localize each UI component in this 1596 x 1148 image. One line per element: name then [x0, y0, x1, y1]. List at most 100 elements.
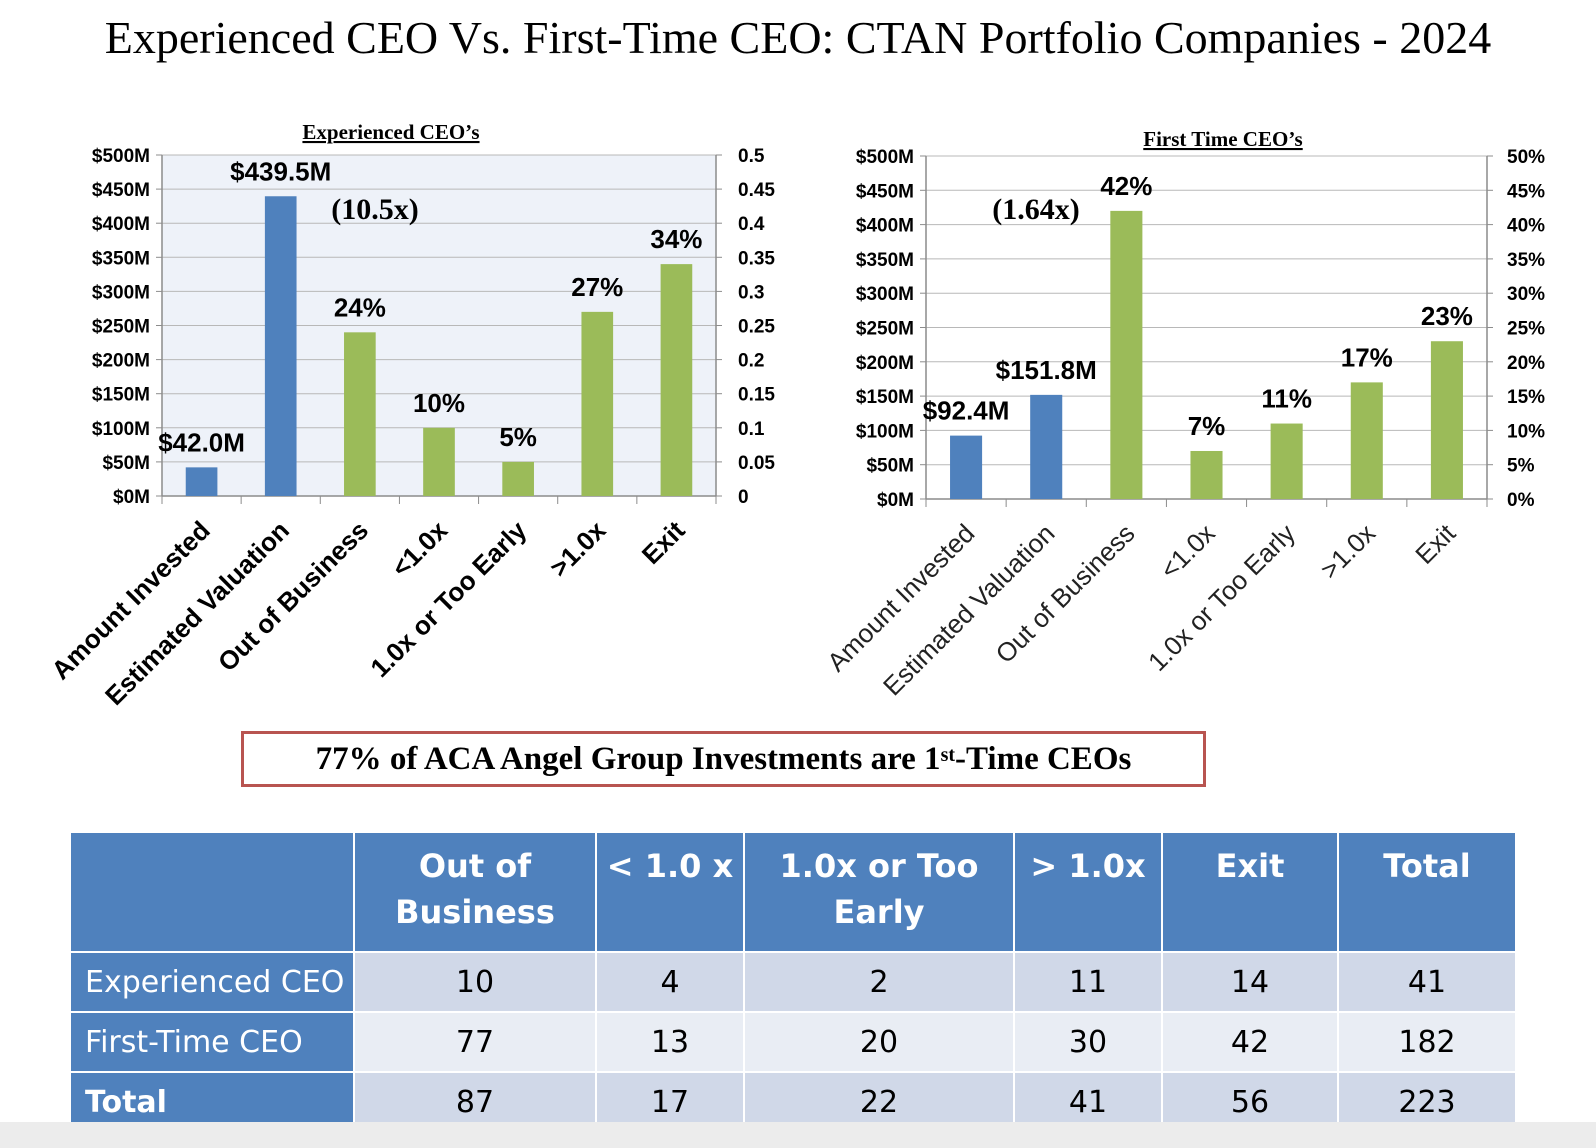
callout-superscript: st: [940, 743, 956, 766]
first-time-ceo-chart: $0M 0% $50M 5% $100M 10% $150M 15% $200M 20% $250M…: [821, 127, 1545, 701]
data-label: $151.8M: [996, 355, 1097, 385]
callout-text-end: -Time CEOs: [955, 740, 1132, 777]
left-tick-label: $300M: [92, 282, 150, 303]
right-tick-label: 45%: [1507, 181, 1545, 202]
left-tick-label: $500M: [92, 146, 150, 167]
bar-gt-1-0x: [581, 311, 614, 496]
data-label: 34%: [650, 224, 702, 254]
bar-exit: [660, 264, 693, 496]
table-cell: 13: [595, 1011, 745, 1073]
left-tick-label: $300M: [856, 284, 914, 305]
table-header-out-of-business: Out of Business: [353, 831, 597, 953]
data-label: 23%: [1421, 301, 1473, 331]
right-tick-label: 0.4: [738, 214, 765, 235]
bar-estimated-valuation: [1030, 394, 1063, 499]
bar-1-0x-or-too-early: [502, 461, 534, 496]
table-row: First-Time CEO 77 13 20 30 42 182: [69, 1011, 1517, 1073]
right-tick-label: 15%: [1507, 387, 1545, 408]
data-label: $92.4M: [923, 396, 1010, 426]
left-tick-label: $50M: [866, 456, 914, 477]
data-label: 10%: [413, 388, 465, 418]
bar-amount-invested: [185, 467, 218, 496]
right-tick-label: 0.05: [738, 453, 775, 474]
left-tick-label: $150M: [856, 387, 914, 408]
left-tick-label: $200M: [856, 353, 914, 374]
table-row: Experienced CEO 10 4 2 11 14 41: [69, 951, 1517, 1013]
callout-text-main: 77% of ACA Angel Group Investments are 1: [315, 740, 941, 777]
category-label-gt-1-0x: >1.0x: [1314, 518, 1381, 585]
left-tick-label: $100M: [856, 421, 914, 442]
bar-lt-1-0x: [1190, 450, 1223, 499]
table-header-row: Out of Business < 1.0 x 1.0x or Too Earl…: [69, 831, 1517, 953]
callout-box: 77% of ACA Angel Group Investments are 1…: [241, 731, 1206, 787]
data-label: 5%: [499, 422, 537, 452]
bar-out-of-business: [344, 332, 376, 496]
page-title: Experienced CEO Vs. First-Time CEO: CTAN…: [104, 12, 1492, 63]
bar-1-0x-or-too-early: [1270, 423, 1303, 499]
category-label-lt-1-0x: <1.0x: [1154, 518, 1221, 585]
right-tick-label: 30%: [1507, 284, 1545, 305]
left-tick-label: $0M: [113, 487, 150, 508]
table-cell: 42: [1161, 1011, 1339, 1073]
left-tick-label: $100M: [92, 419, 150, 440]
left-tick-label: $250M: [856, 319, 914, 340]
chart-title: First Time CEO’s: [1143, 127, 1302, 151]
data-label: 17%: [1341, 342, 1393, 372]
right-tick-label: 0.15: [738, 385, 775, 406]
left-tick-label: $400M: [92, 214, 150, 235]
category-label-exit: Exit: [1409, 517, 1461, 569]
left-tick-label: $450M: [92, 180, 150, 201]
left-tick-label: $250M: [92, 317, 150, 338]
experienced-ceo-chart: $0M 0 $50M 0.05 $100M 0.1 $150M 0.15 $200M 0.2 $25…: [45, 120, 775, 711]
right-tick-label: 0.5: [738, 146, 765, 167]
right-tick-label: 35%: [1507, 250, 1545, 271]
bar-gt-1-0x: [1350, 382, 1383, 499]
bar-estimated-valuation: [264, 196, 297, 497]
left-tick-label: $350M: [92, 248, 150, 269]
category-label-amount-invested: Amount Invested: [821, 518, 980, 677]
chart-title: Experienced CEO’s: [302, 120, 479, 144]
data-label: 11%: [1261, 384, 1312, 414]
bar-amount-invested: [950, 435, 983, 499]
table-header-total: Total: [1337, 831, 1517, 953]
data-label: 27%: [571, 272, 623, 302]
table-cell: 20: [743, 1011, 1015, 1073]
table-cell: 182: [1337, 1011, 1517, 1073]
right-tick-label: 5%: [1507, 456, 1535, 477]
row-label-first-time-ceo: First-Time CEO: [69, 1011, 355, 1073]
table-cell: 2: [743, 951, 1015, 1013]
left-tick-label: $500M: [856, 147, 914, 168]
right-tick-label: 0: [738, 487, 749, 508]
data-label: $42.0M: [158, 427, 245, 457]
table-header-less-than-1x: < 1.0 x: [595, 831, 745, 953]
right-tick-label: 0.35: [738, 248, 775, 269]
right-tick-label: 0%: [1507, 490, 1535, 511]
left-tick-label: $0M: [877, 490, 914, 511]
bar-exit: [1430, 341, 1463, 499]
table-cell: 41: [1337, 951, 1517, 1013]
table-cell: 10: [353, 951, 597, 1013]
left-tick-label: $150M: [92, 385, 150, 406]
table-header-1x-or-too-early: 1.0x or Too Early: [743, 831, 1015, 953]
multiple-label: (1.64x): [992, 193, 1079, 226]
left-tick-label: $400M: [856, 216, 914, 237]
right-tick-label: 40%: [1507, 216, 1545, 237]
right-tick-label: 25%: [1507, 319, 1545, 340]
table-cell: 4: [595, 951, 745, 1013]
right-tick-label: 50%: [1507, 147, 1545, 168]
right-tick-label: 0.45: [738, 180, 775, 201]
table-header-exit: Exit: [1161, 831, 1339, 953]
data-label: $439.5M: [230, 156, 331, 186]
category-label-out-of-business: Out of Business: [990, 518, 1141, 669]
table-header-greater-than-1x: > 1.0x: [1013, 831, 1163, 953]
table-cell: 30: [1013, 1011, 1163, 1073]
right-tick-label: 0.25: [738, 317, 775, 338]
left-tick-label: $200M: [92, 351, 150, 372]
row-label-experienced-ceo: Experienced CEO: [69, 951, 355, 1013]
left-tick-label: $450M: [856, 181, 914, 202]
right-tick-label: 0.3: [738, 282, 764, 303]
right-tick-label: 10%: [1507, 421, 1545, 442]
left-tick-label: $350M: [856, 250, 914, 271]
summary-table: Out of Business < 1.0 x 1.0x or Too Earl…: [69, 831, 1517, 1133]
category-label-1-0x-or-too-early: 1.0x or Too Early: [1142, 518, 1301, 677]
